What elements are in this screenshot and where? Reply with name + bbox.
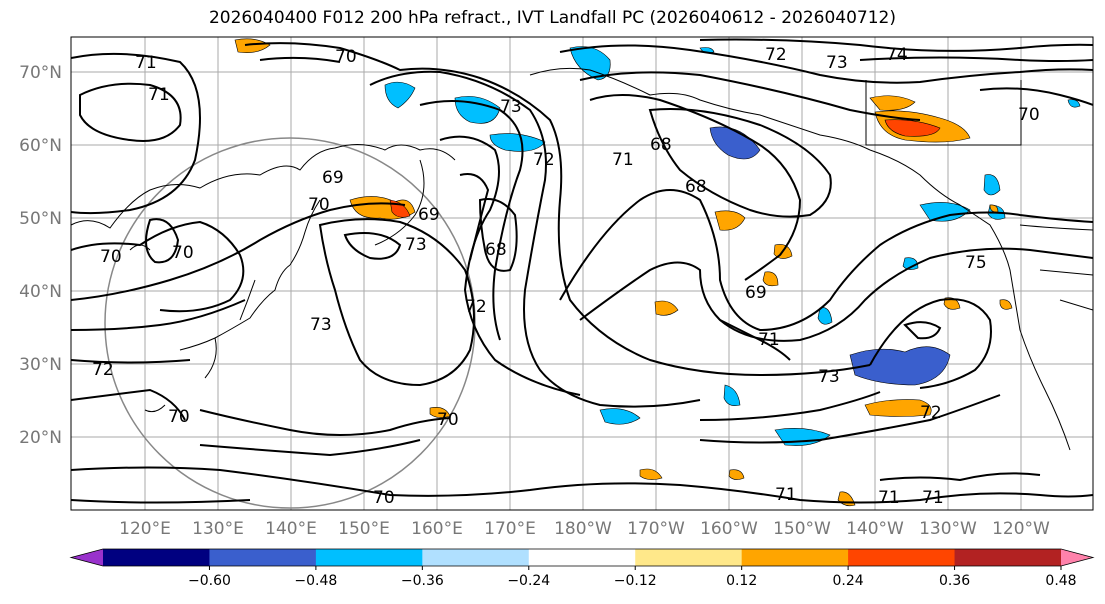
contour-label: 70 xyxy=(308,195,330,215)
range-circle xyxy=(104,137,476,509)
lat-label: 30°N xyxy=(19,355,62,375)
latitude-labels: 70°N 60°N 50°N 40°N 30°N 20°N xyxy=(19,63,62,448)
lat-label: 40°N xyxy=(19,282,62,302)
lon-label: 130°E xyxy=(192,519,244,539)
contour-label: 68 xyxy=(650,135,672,155)
contour-label: 72 xyxy=(465,297,487,317)
lon-label: 120°W xyxy=(992,519,1050,539)
colorbar-tick-label: −0.48 xyxy=(294,573,337,589)
longitude-labels: 120°E 130°E 140°E 150°E 160°E 170°E 180°… xyxy=(119,519,1050,539)
contour-label: 71 xyxy=(878,488,900,508)
colorbar-segment xyxy=(422,549,530,566)
colorbar-extend-max xyxy=(1061,549,1093,566)
contour-label: 73 xyxy=(818,367,840,387)
lat-label: 20°N xyxy=(19,428,62,448)
lon-label: 160°E xyxy=(411,519,463,539)
lat-label: 50°N xyxy=(19,209,62,229)
contour-label: 70 xyxy=(1018,105,1040,125)
contour-label: 75 xyxy=(965,253,987,273)
colorbar-tick-label: −0.36 xyxy=(401,573,444,589)
contour-label: 68 xyxy=(485,240,507,260)
contour-lines xyxy=(71,38,1093,504)
contour-label: 74 xyxy=(886,45,908,65)
colorbar-outline xyxy=(69,548,1095,567)
colorbar-tick-label: 0.48 xyxy=(1045,573,1076,589)
contour-label: 72 xyxy=(533,150,555,170)
contour-label: 71 xyxy=(135,53,157,73)
colorbar-tick-label: −0.12 xyxy=(614,573,657,589)
contour-label: 73 xyxy=(405,235,427,255)
lon-label: 150°E xyxy=(338,519,390,539)
lon-label: 170°W xyxy=(627,519,685,539)
contour-label: 71 xyxy=(758,330,780,350)
contour-label: 69 xyxy=(418,205,440,225)
contour-label: 70 xyxy=(373,488,395,508)
contour-label: 73 xyxy=(826,53,848,73)
contour-label: 73 xyxy=(500,97,522,117)
contour-label: 70 xyxy=(100,247,122,267)
colorbar-segment xyxy=(315,549,423,566)
colorbar-segment xyxy=(741,549,849,566)
lon-label: 120°E xyxy=(119,519,171,539)
contour-label: 70 xyxy=(168,407,190,427)
contour-labels: 71 70 71 69 70 69 73 68 72 70 70 72 70 7… xyxy=(92,45,1040,508)
colorbar-segment xyxy=(103,549,210,566)
lon-label: 140°E xyxy=(265,519,317,539)
contour-label: 69 xyxy=(322,168,344,188)
contour-label: 72 xyxy=(92,360,114,380)
lat-label: 60°N xyxy=(19,136,62,156)
colorbar-tick-label: 0.24 xyxy=(833,573,864,589)
colorbar-segment xyxy=(848,549,956,566)
contour-label: 69 xyxy=(745,283,767,303)
lon-label: 150°W xyxy=(773,519,831,539)
lon-label: 130°W xyxy=(919,519,977,539)
contour-label: 73 xyxy=(310,315,332,335)
colorbar-segment xyxy=(209,549,317,566)
contour-label: 71 xyxy=(612,150,634,170)
colorbar-tick-label: −0.24 xyxy=(507,573,550,589)
colorbar-tick-label: 0.36 xyxy=(939,573,970,589)
colorbar-segment xyxy=(528,549,636,566)
contour-label: 71 xyxy=(775,485,797,505)
lat-label: 70°N xyxy=(19,63,62,83)
colorbar-extend-min xyxy=(71,549,103,566)
lon-label: 180°W xyxy=(554,519,612,539)
lon-label: 160°W xyxy=(700,519,758,539)
colorbar-tick-label: 0.12 xyxy=(726,573,757,589)
colorbar: −0.60 −0.48 −0.36 −0.24 −0.12 0.12 0.24 0.36 0.4… xyxy=(69,548,1095,589)
contour-label: 72 xyxy=(920,403,942,423)
map-title: 2026040400 F012 200 hPa refract., IVT La… xyxy=(208,8,896,28)
colorbar-segment xyxy=(635,549,743,566)
contour-label: 68 xyxy=(685,177,707,197)
colorbar-tick-label: −0.60 xyxy=(188,573,231,589)
contour-label: 70 xyxy=(437,410,459,430)
lon-label: 170°E xyxy=(484,519,536,539)
contour-label: 70 xyxy=(172,243,194,263)
contour-label: 71 xyxy=(148,85,170,105)
lon-label: 140°W xyxy=(846,519,904,539)
colorbar-segment xyxy=(954,549,1062,566)
contour-label: 72 xyxy=(765,45,787,65)
contour-label: 71 xyxy=(922,488,944,508)
contour-label: 70 xyxy=(335,47,357,67)
map-panel xyxy=(70,36,1094,511)
